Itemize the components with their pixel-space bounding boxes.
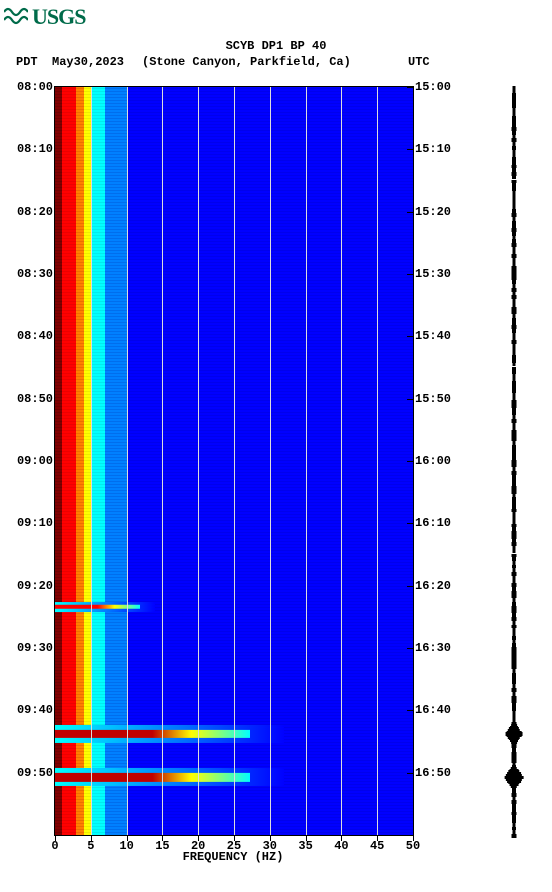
x-tick-mark [341, 835, 342, 841]
tz-right-label: UTC [408, 55, 430, 69]
spectrogram-band [84, 87, 91, 835]
y-tick-mark-right [407, 461, 413, 462]
y-tick-right: 16:10 [413, 516, 455, 530]
x-tick-mark [270, 835, 271, 841]
y-tick-left: 09:20 [13, 579, 55, 593]
spectrogram-plot: 08:0008:1008:2008:3008:4008:5009:0009:10… [54, 86, 414, 836]
gridline-v [127, 87, 128, 835]
y-tick-left: 09:40 [13, 703, 55, 717]
trace-burst-seg [512, 788, 516, 790]
date-label: May30,2023 [52, 55, 124, 69]
trace-burst-seg [512, 743, 516, 745]
usgs-logo: USGS [4, 4, 85, 30]
y-tick-right: 15:40 [413, 329, 455, 343]
gridline-v [270, 87, 271, 835]
y-tick-right: 16:50 [413, 766, 455, 780]
x-tick-mark [413, 835, 414, 841]
x-tick-mark [377, 835, 378, 841]
y-tick-right: 15:30 [413, 267, 455, 281]
y-tick-right: 16:20 [413, 579, 455, 593]
y-tick-mark-right [407, 648, 413, 649]
x-tick-mark [127, 835, 128, 841]
location-label: (Stone Canyon, Parkfield, Ca) [142, 55, 351, 69]
y-tick-mark-right [407, 274, 413, 275]
y-tick-left: 08:20 [13, 205, 55, 219]
spectrogram-event-core [55, 773, 250, 781]
y-tick-left: 09:10 [13, 516, 55, 530]
gridline-v [91, 87, 92, 835]
y-tick-right: 16:40 [413, 703, 455, 717]
spectrogram-band [76, 87, 83, 835]
y-tick-left: 08:50 [13, 392, 55, 406]
x-tick-mark [91, 835, 92, 841]
spectrogram-band [55, 87, 62, 835]
gridline-v [306, 87, 307, 835]
y-tick-mark-right [407, 586, 413, 587]
y-tick-mark-right [407, 87, 413, 88]
y-tick-left: 09:00 [13, 454, 55, 468]
y-tick-mark-right [407, 710, 413, 711]
y-tick-mark-right [407, 212, 413, 213]
gridline-v [377, 87, 378, 835]
y-tick-left: 08:30 [13, 267, 55, 281]
plot-title: SCYB DP1 BP 40 [0, 39, 552, 53]
usgs-logo-text: USGS [32, 4, 85, 30]
y-tick-left: 09:50 [13, 766, 55, 780]
x-tick-mark [55, 835, 56, 841]
y-tick-right: 16:00 [413, 454, 455, 468]
spectrogram-event-core [55, 730, 250, 738]
y-tick-mark-right [407, 336, 413, 337]
y-tick-right: 15:20 [413, 205, 455, 219]
usgs-wave-icon [4, 6, 28, 28]
gridline-v [198, 87, 199, 835]
x-tick-mark [198, 835, 199, 841]
gridline-v [341, 87, 342, 835]
y-tick-mark-right [407, 399, 413, 400]
y-tick-right: 15:10 [413, 142, 455, 156]
spectrogram-band [62, 87, 76, 835]
y-tick-left: 09:30 [13, 641, 55, 655]
x-tick-mark [162, 835, 163, 841]
spectrogram-band [91, 87, 105, 835]
waveform-trace [494, 86, 534, 834]
y-tick-right: 15:00 [413, 80, 455, 94]
gridline-v [162, 87, 163, 835]
y-tick-mark-right [407, 149, 413, 150]
y-tick-left: 08:40 [13, 329, 55, 343]
x-tick-mark [306, 835, 307, 841]
tz-left-label: PDT [16, 55, 38, 69]
y-tick-mark-right [407, 523, 413, 524]
y-tick-left: 08:00 [13, 80, 55, 94]
y-tick-right: 15:50 [413, 392, 455, 406]
gridline-v [234, 87, 235, 835]
y-tick-right: 16:30 [413, 641, 455, 655]
trace-seg [512, 834, 517, 838]
y-tick-mark-right [407, 773, 413, 774]
x-tick-mark [234, 835, 235, 841]
spectrogram-band [105, 87, 126, 835]
x-axis-label: FREQUENCY (HZ) [54, 850, 412, 864]
y-tick-left: 08:10 [13, 142, 55, 156]
